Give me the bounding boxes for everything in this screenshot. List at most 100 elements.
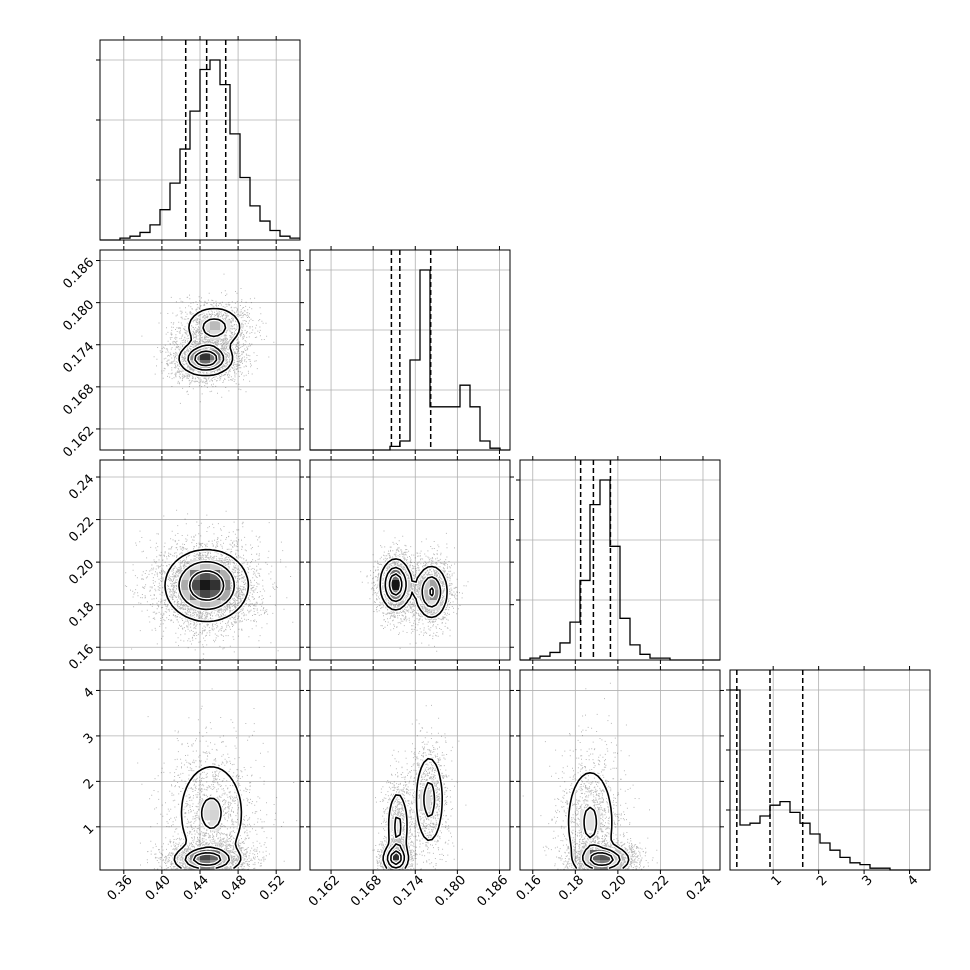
scatter-samples — [141, 273, 275, 404]
x-tick-label: 3 — [860, 873, 876, 889]
density-cell — [200, 850, 211, 861]
x-tick-label: 2 — [814, 873, 830, 889]
y-tick-label: 0.186 — [60, 255, 97, 292]
density-cell — [210, 560, 221, 571]
contour-line — [184, 797, 230, 869]
y-tick-label: 1 — [81, 822, 97, 838]
x-tick-label: 0.174 — [390, 873, 427, 910]
density-cell — [200, 570, 211, 581]
x-tick-label: 4 — [905, 873, 921, 889]
y-tick-label: 0.174 — [60, 339, 97, 376]
density-cell — [430, 590, 441, 601]
y-tick-label: 0.24 — [66, 472, 97, 503]
contour-line — [178, 560, 236, 611]
contour-line — [589, 852, 614, 866]
density-cell — [200, 590, 211, 601]
y-tick-label: 2 — [81, 776, 97, 792]
contour-line — [187, 318, 227, 371]
density-cell — [180, 590, 191, 601]
density-cell — [200, 600, 211, 611]
contour-line — [192, 852, 222, 866]
density-cell — [210, 800, 221, 811]
contour-line — [390, 850, 402, 866]
panel-frame — [519, 459, 721, 661]
panel-frame — [309, 249, 511, 451]
panel-frame — [729, 669, 931, 871]
y-tick-label: 0.20 — [66, 557, 97, 588]
contour-line — [379, 558, 448, 619]
density-cell — [210, 600, 221, 611]
contour-line — [173, 766, 243, 869]
scatter-panel-1-3 — [306, 666, 514, 874]
x-tick-label: 0.36 — [105, 873, 136, 904]
histogram-panel-3 — [726, 666, 931, 874]
histogram-step-line — [310, 269, 510, 451]
x-tick-label: 0.20 — [599, 873, 630, 904]
y-tick-label: 0.168 — [60, 382, 97, 419]
scatter-panel-0-1 — [96, 246, 304, 454]
panel-frame — [309, 669, 511, 871]
density-cell — [220, 590, 231, 601]
contour-line — [382, 757, 443, 869]
y-tick-label: 0.180 — [60, 297, 97, 334]
x-tick-label: 0.48 — [219, 873, 250, 904]
x-tick-label: 0.22 — [641, 873, 672, 904]
x-tick-label: 0.24 — [684, 873, 715, 904]
density-cell — [200, 580, 211, 591]
y-tick-label: 0.162 — [60, 424, 97, 461]
contour-line — [194, 350, 218, 367]
x-tick-label: 0.162 — [306, 873, 343, 910]
scatter-samples — [137, 688, 298, 870]
contour-line — [384, 566, 442, 608]
histogram-step-line — [100, 59, 300, 241]
x-tick-label: 0.180 — [432, 873, 469, 910]
x-tick-label: 0.16 — [514, 873, 545, 904]
scatter-samples — [360, 530, 469, 652]
density-cell — [200, 810, 211, 821]
density-cell — [180, 580, 191, 591]
density-cell — [420, 590, 431, 601]
density-cell — [200, 350, 211, 361]
y-tick-label: 0.18 — [66, 599, 97, 630]
contour-line — [567, 772, 630, 869]
histogram-panel-1 — [306, 246, 511, 454]
x-tick-label: 0.52 — [257, 873, 288, 904]
histogram-step-line — [520, 479, 720, 661]
histogram-step-line — [730, 689, 930, 871]
density-cell — [210, 360, 221, 371]
contour-line — [582, 806, 621, 869]
contour-line — [178, 307, 241, 377]
y-tick-label: 4 — [81, 685, 97, 701]
x-tick-label: 1 — [769, 873, 785, 889]
density-cell — [190, 580, 201, 591]
contour-line — [188, 570, 225, 601]
density-cell — [200, 560, 211, 571]
density-cell — [390, 580, 401, 591]
density-cell — [210, 580, 221, 591]
density-cell — [220, 570, 231, 581]
histogram-panel-0 — [96, 36, 301, 244]
contour-line — [388, 573, 434, 597]
density-cell — [190, 360, 201, 371]
density-cell — [180, 570, 191, 581]
density-cell — [390, 850, 401, 861]
scatter-panel-2-3 — [516, 666, 724, 874]
density-cell — [210, 810, 221, 821]
x-tick-label: 0.44 — [181, 873, 212, 904]
panel-frame — [309, 459, 511, 661]
x-tick-label: 0.168 — [348, 873, 385, 910]
density-cell — [210, 320, 221, 331]
x-tick-label: 0.186 — [474, 873, 511, 910]
scatter-panel-0-2 — [96, 456, 304, 664]
contour-line — [164, 548, 250, 623]
density-cell — [210, 590, 221, 601]
y-tick-label: 3 — [81, 731, 97, 747]
panel-frame — [519, 669, 721, 871]
density-cell — [190, 860, 201, 870]
histogram-panel-2 — [516, 456, 721, 664]
y-tick-label: 0.22 — [66, 514, 97, 545]
scatter-panel-0-3 — [96, 666, 304, 874]
x-tick-label: 0.40 — [143, 873, 174, 904]
y-tick-label: 0.16 — [66, 642, 97, 673]
